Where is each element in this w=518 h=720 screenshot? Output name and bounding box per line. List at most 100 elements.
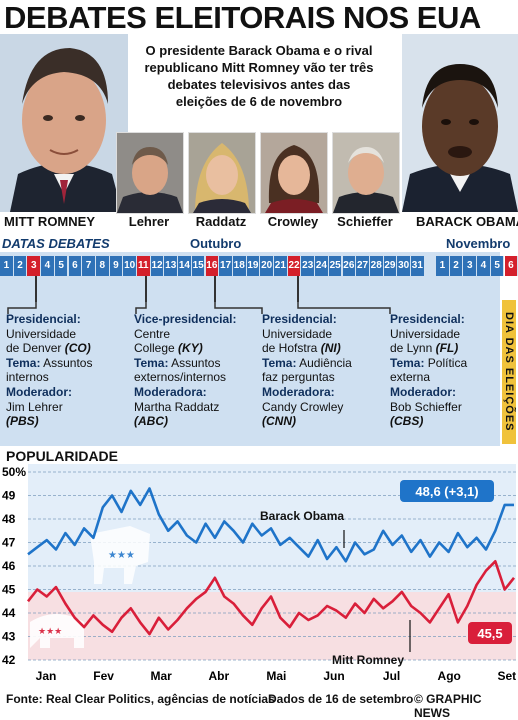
day-october-25: 25 [328,256,343,276]
debate-3-network: (CNN) [262,414,296,429]
debate-3-topic: Audiência [299,355,352,370]
debate-1-moderator-label: Moderador: [6,384,72,399]
y-tick-label: 43 [2,630,16,644]
day-october-6: 6 [68,256,83,276]
debate-4-topic-label: Tema: [390,355,425,370]
debate-1-topic: Assuntos [43,355,93,370]
debate-3-type: Presidencial: [262,312,337,326]
debate-3-topic2: faz perguntas [262,370,335,385]
y-tick-label: 44 [2,606,16,620]
debate-2-network: (ABC) [134,414,168,429]
day-october-3: 3 [27,256,42,276]
day-november-1: 1 [436,256,450,276]
debate-1-venue: Universidade [6,326,77,341]
day-bar: 1 2 3 4 5 6 7 8 9 10 11 12 13 14 15 16 17 18 19 20 21 22 23 24 2… [0,256,518,276]
debate-2: Vice-presidencial: Centre College (KY) T… [134,312,237,429]
obama-value-callout: 48,6 (+3,1) [400,480,494,502]
debate-3-topic-label: Tema: [262,355,297,370]
y-tick-label: 46 [2,559,16,573]
debate-connectors [7,302,391,314]
debate-2-venue2: College [134,341,175,356]
romney-series-label: Mitt Romney [332,653,404,667]
day-october-10: 10 [123,256,137,276]
debate-2-moderator: Martha Raddatz [134,399,220,414]
debate-2-topic: Assuntos [171,355,221,370]
debate-1-state: (CO) [64,341,91,356]
x-tick-label: Mai [266,669,286,683]
svg-text:★★★: ★★★ [38,627,62,637]
timeline-label: DATAS DEBATES [2,236,110,251]
debate-4-network: (CBS) [390,414,424,429]
moderator-name-schieffer: Schieffer [337,214,393,229]
day-october-18: 18 [232,256,247,276]
source-note: Fonte: Real Clear Politics, agências de … [6,692,275,706]
x-tick-label: Mar [151,669,173,683]
day-october-31: 31 [411,256,425,276]
day-october-15: 15 [191,256,206,276]
x-tick-label: Jan [36,669,57,683]
election-day-label: DIA DAS ELEIÇÕES [502,300,516,444]
lehrer-photo [116,132,184,214]
day-october-21: 21 [274,256,288,276]
date-note: Dados de 16 de setembro [268,692,414,706]
obama-name: BARACK OBAMA [416,214,518,229]
month-october: Outubro [190,236,242,251]
series-line-obama [27,487,514,563]
crowley-portrait-image [261,133,327,213]
debate-4-topic: Política [427,355,468,370]
day-october-14: 14 [178,256,192,276]
debate-marker-3 [214,276,216,302]
intro-text: O presidente Barack Obama e o rival repu… [144,43,374,109]
credit: © GRAPHIC NEWS [414,692,482,720]
debate-4-moderator-label: Moderador: [390,384,456,399]
crowley-photo [260,132,328,214]
day-october-29: 29 [383,256,398,276]
series-line-romney [26,560,516,636]
debate-1-type: Presidencial: [6,312,81,326]
day-october-8: 8 [95,256,110,276]
debate-4: Presidencial: Universidade de Lynn (FL) … [390,312,467,429]
romney-annotation: Mitt Romney [332,620,411,667]
debate-2-topic-label: Tema: [134,355,169,370]
svg-text:★★★: ★★★ [108,550,135,561]
debate-4-moderator: Bob Schieffer [390,399,462,414]
day-october-13: 13 [164,256,179,276]
debate-marker-2 [145,276,147,302]
republican-elephant-icon: ★★★ [30,614,84,648]
day-october-5: 5 [54,256,69,276]
month-november: Novembro [446,236,511,251]
moderator-name-crowley: Crowley [267,214,319,229]
day-october-7: 7 [82,256,96,276]
day-october-19: 19 [246,256,261,276]
day-october-27: 27 [356,256,370,276]
y-tick-label: 47 [2,536,16,550]
day-october-11: 11 [137,256,151,276]
popularity-title: POPULARIDADE [6,448,119,464]
debate-3: Presidencial: Universidade de Hofstra (N… [262,312,352,429]
page-title: DEBATES ELEITORAIS NOS EUA [4,0,481,35]
debate-2-state: (KY) [178,341,203,356]
day-october-20: 20 [260,256,274,276]
day-november-6: 6 [504,256,518,276]
schieffer-photo [332,132,400,214]
day-november-3: 3 [463,256,478,276]
day-october-22: 22 [287,256,302,276]
debate-marker-4 [297,276,299,302]
y-tick-label: 48 [2,512,16,526]
y-tick-label: 50% [2,465,26,479]
timeline-background [0,252,500,446]
y-axis-ticks: 50% 49 48 47 46 45 44 43 42 [2,465,26,667]
debate-4-venue: Universidade [390,326,461,341]
day-october-30: 30 [397,256,411,276]
debate-3-venue2: de Hofstra [262,341,318,356]
romney-value-callout: 45,5 [468,622,512,644]
day-october-17: 17 [219,256,233,276]
debate-2-moderator-label: Moderadora: [134,384,207,399]
day-october-2: 2 [13,256,28,276]
day-october-24: 24 [315,256,329,276]
x-tick-label: Set [497,669,516,683]
debate-2-type: Vice-presidencial: [134,312,237,326]
x-tick-label: Ago [438,669,461,683]
debate-3-venue: Universidade [262,326,333,341]
